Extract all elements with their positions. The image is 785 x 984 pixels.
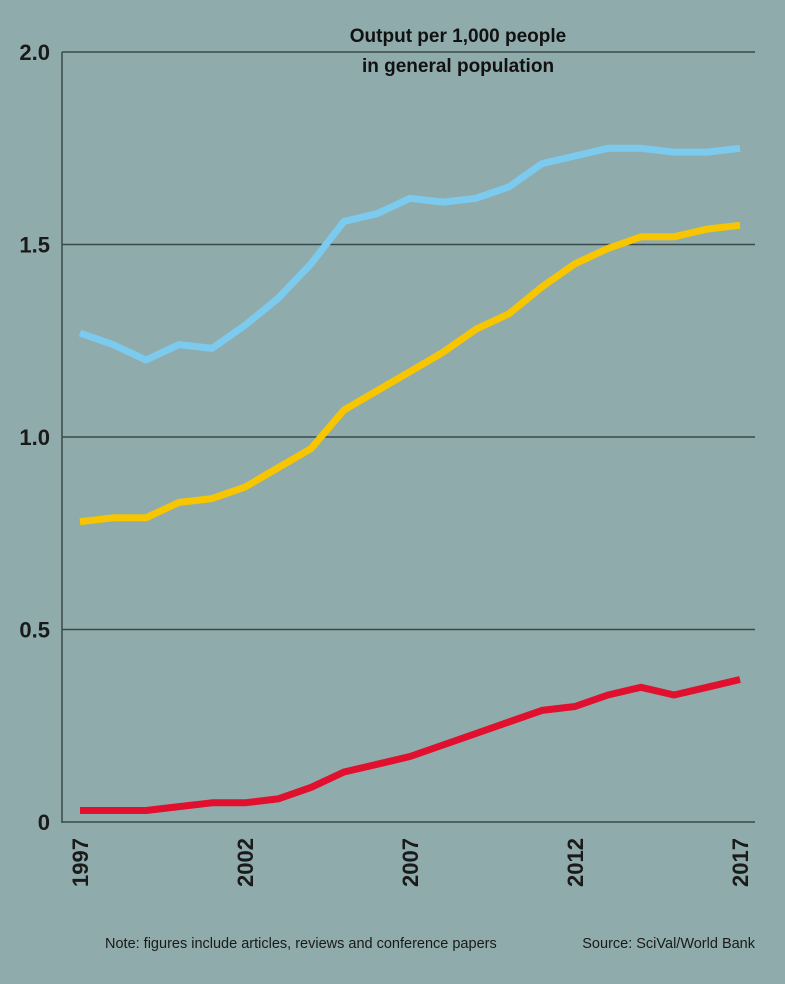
x-tick-label: 2012 [563,838,588,887]
x-tick-label: 1997 [68,838,93,887]
footer-source: Source: SciVal/World Bank [582,936,755,952]
series-line-0 [78,144,741,364]
chart-title-line-1: Output per 1,000 people [350,26,566,47]
x-tick-labels: 1997 2002 2007 2012 2017 [68,838,753,887]
x-tick-label: 2017 [728,838,753,887]
x-tick-label: 2007 [398,838,423,887]
footer-note: Note: figures include articles, reviews … [105,936,497,952]
y-tick-label: 0 [38,810,50,835]
series-line-1 [79,221,741,526]
y-tick-labels: 0 0.5 1.0 1.5 2.0 [19,40,50,835]
chart-title-line-2: in general population [362,56,554,77]
x-tick-label: 2002 [233,838,258,887]
series-line-2 [80,676,741,814]
y-tick-label: 0.5 [19,618,50,643]
y-tick-label: 1.5 [19,233,50,258]
gridlines [62,51,755,823]
y-tick-label: 2.0 [19,40,50,65]
y-tick-label: 1.0 [19,425,50,450]
series-lines [78,144,741,814]
